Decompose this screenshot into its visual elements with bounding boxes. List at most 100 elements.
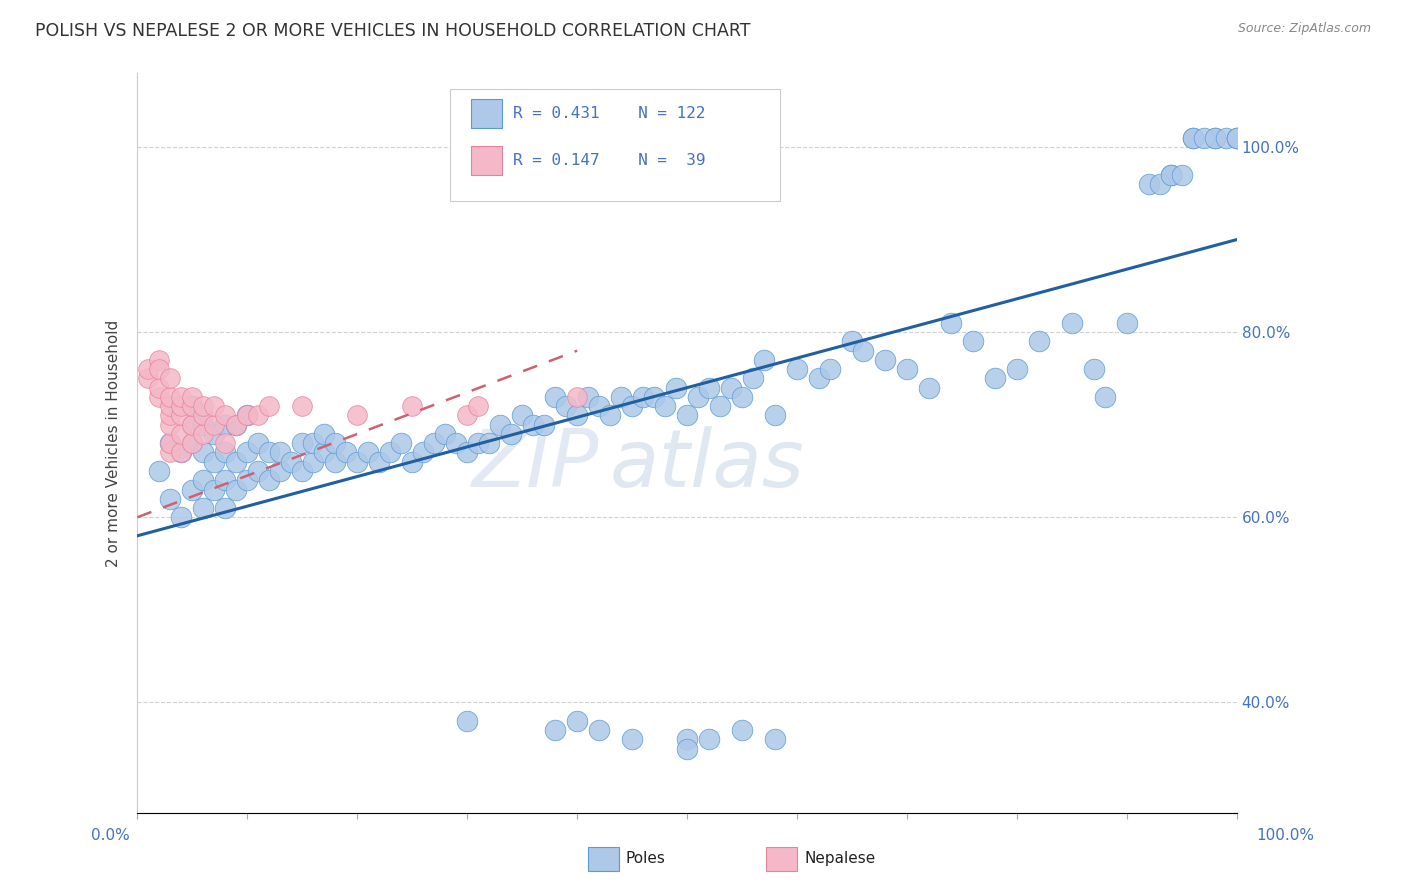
Point <box>170 427 193 442</box>
Point <box>247 436 270 450</box>
Point <box>159 491 181 506</box>
Point <box>456 714 478 728</box>
Point <box>259 445 281 459</box>
Point <box>576 390 599 404</box>
Point <box>565 409 588 423</box>
Text: Nepalese: Nepalese <box>804 851 876 865</box>
Point <box>181 483 204 497</box>
Point <box>214 473 236 487</box>
Point <box>181 417 204 432</box>
Point <box>247 464 270 478</box>
Point <box>259 399 281 413</box>
Point <box>501 427 523 442</box>
Point <box>193 473 215 487</box>
Point <box>214 501 236 516</box>
Point <box>389 436 412 450</box>
Point <box>412 445 434 459</box>
Point <box>236 473 259 487</box>
Text: Source: ZipAtlas.com: Source: ZipAtlas.com <box>1237 22 1371 36</box>
Point <box>1226 130 1249 145</box>
Point <box>1094 390 1116 404</box>
Point <box>323 455 346 469</box>
Point <box>202 427 225 442</box>
Point <box>807 371 830 385</box>
Point <box>181 436 204 450</box>
Point <box>159 417 181 432</box>
Point <box>314 427 336 442</box>
Point <box>873 352 896 367</box>
Point <box>654 399 676 413</box>
Point <box>214 445 236 459</box>
Point <box>1215 130 1237 145</box>
Point <box>467 399 489 413</box>
Point <box>676 741 699 756</box>
Text: R = 0.147    N =  39: R = 0.147 N = 39 <box>513 153 706 168</box>
Point <box>170 445 193 459</box>
Point <box>148 390 170 404</box>
Point <box>170 390 193 404</box>
Point <box>159 399 181 413</box>
Point <box>643 390 665 404</box>
Point <box>159 436 181 450</box>
Point <box>401 399 423 413</box>
Point <box>148 352 170 367</box>
Point <box>236 409 259 423</box>
Point <box>631 390 654 404</box>
Point <box>742 371 765 385</box>
Point <box>346 409 368 423</box>
Text: R = 0.431    N = 122: R = 0.431 N = 122 <box>513 106 706 120</box>
Point <box>1137 177 1160 191</box>
Point <box>202 399 225 413</box>
Point <box>159 371 181 385</box>
Point <box>1115 316 1137 330</box>
Point <box>565 714 588 728</box>
Point <box>599 409 621 423</box>
Point <box>269 464 291 478</box>
Point <box>225 455 247 469</box>
Text: POLISH VS NEPALESE 2 OR MORE VEHICLES IN HOUSEHOLD CORRELATION CHART: POLISH VS NEPALESE 2 OR MORE VEHICLES IN… <box>35 22 751 40</box>
Point <box>984 371 1007 385</box>
Point <box>1060 316 1083 330</box>
Point <box>918 381 941 395</box>
Point <box>159 445 181 459</box>
Point <box>467 436 489 450</box>
Point <box>478 436 501 450</box>
Point <box>720 381 742 395</box>
Point <box>1181 130 1204 145</box>
Point <box>1149 177 1171 191</box>
Point <box>489 417 512 432</box>
Point <box>170 510 193 524</box>
Point <box>852 343 875 358</box>
Point <box>533 417 555 432</box>
Point <box>665 381 688 395</box>
Point <box>401 455 423 469</box>
Point <box>939 316 962 330</box>
Point <box>818 362 841 376</box>
Text: ZIP: ZIP <box>472 426 599 505</box>
Point <box>510 409 533 423</box>
Point <box>1005 362 1028 376</box>
Point <box>181 417 204 432</box>
Text: 100.0%: 100.0% <box>1257 828 1315 843</box>
Point <box>697 381 720 395</box>
Point <box>786 362 808 376</box>
Point <box>1226 130 1249 145</box>
Point <box>170 399 193 413</box>
Point <box>181 399 204 413</box>
Point <box>357 445 380 459</box>
Point <box>225 483 247 497</box>
Point <box>686 390 709 404</box>
Point <box>225 417 247 432</box>
Point <box>434 427 457 442</box>
Point <box>588 399 610 413</box>
Point <box>621 399 644 413</box>
Point <box>544 723 567 738</box>
Point <box>202 417 225 432</box>
Text: 0.0%: 0.0% <box>91 828 131 843</box>
Point <box>259 473 281 487</box>
Point <box>148 464 170 478</box>
Point <box>588 723 610 738</box>
Point <box>193 409 215 423</box>
Point <box>456 409 478 423</box>
Point <box>193 417 215 432</box>
